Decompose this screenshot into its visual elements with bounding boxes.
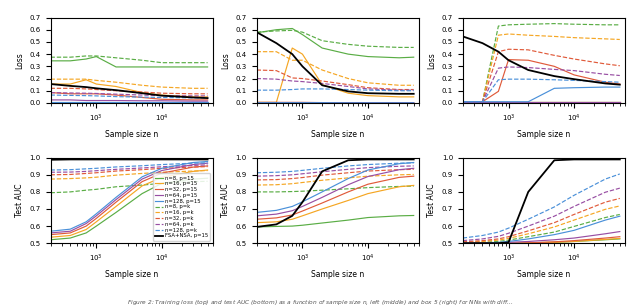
X-axis label: Sample size n: Sample size n (311, 270, 364, 279)
X-axis label: Sample size n: Sample size n (311, 129, 364, 139)
Y-axis label: Test AUC: Test AUC (221, 184, 230, 217)
Legend: n=8, p=15, n=16, p=15, n=32, p=15, n=64, p=15, n=128, p=15, n=8, p=k, n=16, p=k,: n=8, p=15, n=16, p=15, n=32, p=15, n=64,… (152, 174, 210, 241)
Y-axis label: Loss: Loss (428, 52, 436, 69)
X-axis label: Sample size n: Sample size n (105, 129, 158, 139)
X-axis label: Sample size n: Sample size n (517, 270, 570, 279)
Text: Figure 2: Training loss (top) and test AUC (bottom) as a function of sample size: Figure 2: Training loss (top) and test A… (127, 298, 513, 306)
X-axis label: Sample size n: Sample size n (105, 270, 158, 279)
Y-axis label: Loss: Loss (221, 52, 230, 69)
Y-axis label: Loss: Loss (15, 52, 24, 69)
Y-axis label: Test AUC: Test AUC (15, 184, 24, 217)
Y-axis label: Test AUC: Test AUC (428, 184, 436, 217)
X-axis label: Sample size n: Sample size n (517, 129, 570, 139)
